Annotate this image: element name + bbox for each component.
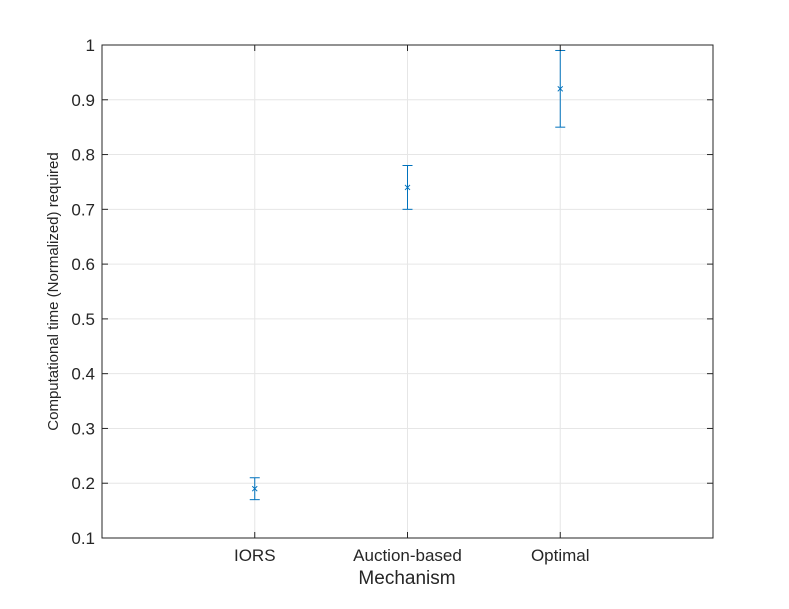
y-tick-label: 0.3 <box>71 419 95 438</box>
y-tick-label: 0.8 <box>71 146 95 165</box>
y-tick-label: 1 <box>86 36 95 55</box>
x-axis-label: Mechanism <box>358 568 455 589</box>
axis-ticks: 0.1 0.2 0.3 0.4 0.5 0.6 0.7 0.8 0.9 1 IORS Auction-… <box>71 36 713 565</box>
data-point-marker <box>404 184 411 191</box>
y-axis-label: Computational time (Normalized) required <box>45 152 62 430</box>
y-tick-label: 0.4 <box>71 365 95 384</box>
y-tick-label: 0.7 <box>71 200 95 219</box>
data-point-marker <box>557 85 564 92</box>
x-tick-label: Auction-based <box>353 546 462 565</box>
axis-labels: Mechanism Computational time (Normalized… <box>45 152 456 589</box>
y-tick-label: 0.6 <box>71 255 95 274</box>
y-tick-label: 0.9 <box>71 91 95 110</box>
data-point-marker <box>251 485 258 492</box>
y-tick-label: 0.1 <box>71 529 95 548</box>
x-tick-label: Optimal <box>531 546 590 565</box>
y-tick-label: 0.2 <box>71 474 95 493</box>
x-tick-label: IORS <box>234 546 276 565</box>
y-tick-label: 0.5 <box>71 310 95 329</box>
